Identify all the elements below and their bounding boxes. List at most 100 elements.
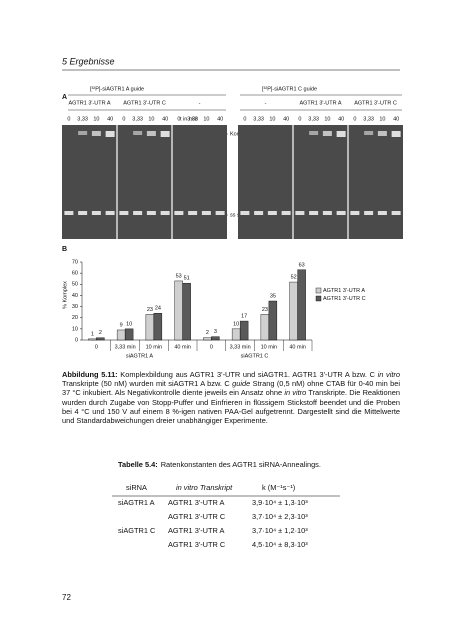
value-label: 24: [155, 306, 161, 312]
time-tick: 3,33: [132, 116, 143, 122]
time-tick: 10: [324, 116, 330, 122]
time-tick: 0: [243, 116, 246, 122]
gel-band: [240, 211, 250, 215]
table-caption: Tabelle 5.4: Ratenkonstanten des AGTR1 si…: [118, 460, 321, 469]
time-label: t in min: [180, 116, 198, 122]
time-tick: 3,33: [253, 116, 264, 122]
gel-band: [133, 211, 143, 215]
y-tick-label: 20: [72, 315, 78, 321]
time-tick: 0: [298, 116, 301, 122]
x-tick-label: 10 min: [261, 344, 278, 350]
x-tick-label: 40 min: [289, 344, 306, 350]
gel-band: [78, 131, 88, 135]
bar: [145, 314, 155, 341]
gel-band: [146, 131, 156, 136]
bar: [174, 280, 183, 341]
gel-band: [336, 211, 346, 215]
time-tick: 3,33: [308, 116, 319, 122]
table-cell: 3,9·10⁴ ± 1,3·10³: [252, 498, 308, 507]
x-tick-label: 3,33 min: [230, 344, 251, 350]
gel-band: [160, 131, 170, 137]
time-tick: 0: [122, 116, 125, 122]
gel-band: [322, 131, 332, 136]
x-tick-label: 0: [95, 344, 98, 350]
gel-band: [105, 211, 115, 215]
gel-band: [391, 211, 401, 215]
time-tick: 40: [283, 116, 289, 122]
time-tick: 40: [393, 116, 399, 122]
value-label: 2: [206, 330, 209, 336]
caption-text: Transkripte. Die Reaktionen wurden durch…: [62, 388, 400, 426]
page-number: 72: [62, 593, 71, 602]
panel-label: A: [62, 94, 67, 101]
panel-label: B: [62, 246, 67, 253]
table-title: Ratenkonstanten des AGTR1 siRNA-Annealin…: [161, 460, 321, 469]
y-tick-label: 60: [72, 271, 78, 277]
bar: [289, 281, 298, 341]
lane-label: AGTR1 3'-UTR A: [68, 100, 110, 106]
value-label: 52: [291, 275, 297, 281]
gel-band: [377, 131, 387, 136]
table-header: siRNA: [126, 483, 147, 492]
value-label: 53: [176, 273, 182, 279]
bar: [88, 338, 97, 341]
time-tick: 3,33: [187, 116, 198, 122]
bar: [268, 300, 278, 341]
gel: [238, 125, 403, 239]
gel-band: [91, 131, 101, 136]
gel-band: [201, 211, 211, 215]
caption-label: Abbildung 5.11:: [62, 370, 118, 379]
bar: [96, 337, 105, 341]
bar: [203, 337, 212, 341]
table-cell: AGTR1 3'-UTR C: [168, 512, 226, 521]
y-tick-label: 10: [72, 326, 78, 332]
caption-text: in vitro: [284, 388, 307, 398]
time-tick: 0: [67, 116, 70, 122]
gel-band: [105, 131, 115, 137]
group-label: siAGTR1 C: [241, 353, 269, 359]
time-tick: 3,33: [363, 116, 374, 122]
gel-band: [78, 211, 88, 215]
caption-text: Transkripte (50 nM) wurden mit siAGTR1 A…: [62, 379, 233, 389]
gel-band: [215, 211, 225, 215]
value-label: 23: [147, 307, 153, 313]
bar: [211, 336, 220, 341]
gel-band: [119, 211, 129, 215]
caption: Abbildung 5.11: Komplexbildung aus AGTR1…: [62, 370, 400, 425]
gel-band: [309, 131, 319, 135]
gel-band: [322, 211, 332, 215]
time-tick: 0: [353, 116, 356, 122]
caption-text: Strang (0,5 nM) ohne CTAB für 0-40 min b…: [62, 379, 400, 398]
table-label: Tabelle 5.4:: [118, 460, 158, 469]
legend-swatch: [315, 287, 322, 294]
table-header: in vitro Transkript: [176, 483, 233, 492]
x-tick-label: 3,33 min: [115, 344, 136, 350]
gel-band: [254, 211, 264, 215]
bar: [116, 329, 126, 341]
table-cell: 3,7·10⁴ ± 1,2·10³: [252, 526, 308, 535]
gel-band: [281, 211, 291, 215]
time-tick: 10: [269, 116, 275, 122]
value-label: 10: [126, 321, 132, 327]
bar: [260, 314, 270, 341]
time-tick: 40: [217, 116, 223, 122]
x-tick-label: 0: [210, 344, 213, 350]
value-label: 9: [120, 322, 123, 328]
x-tick-label: 10 min: [146, 344, 163, 350]
time-tick: 40: [162, 116, 168, 122]
gel-band: [309, 211, 319, 215]
bar: [239, 320, 249, 341]
caption-text: Komplexbildung aus AGTR1 3'-UTR und siAG…: [117, 370, 378, 379]
caption-text: in vitro: [377, 370, 400, 379]
gel-band: [188, 211, 198, 215]
legend-label: AGTR1 3'-UTR C: [323, 296, 366, 302]
gel-band: [377, 211, 387, 215]
y-tick-label: 0: [75, 337, 78, 343]
table-cell: AGTR1 3'-UTR A: [168, 498, 225, 507]
value-label: 51: [184, 276, 190, 282]
table-header: k (M⁻¹s⁻¹): [262, 483, 295, 492]
time-tick: 10: [203, 116, 209, 122]
value-label: 23: [262, 307, 268, 313]
header: 5 Ergebnisse: [62, 56, 115, 66]
